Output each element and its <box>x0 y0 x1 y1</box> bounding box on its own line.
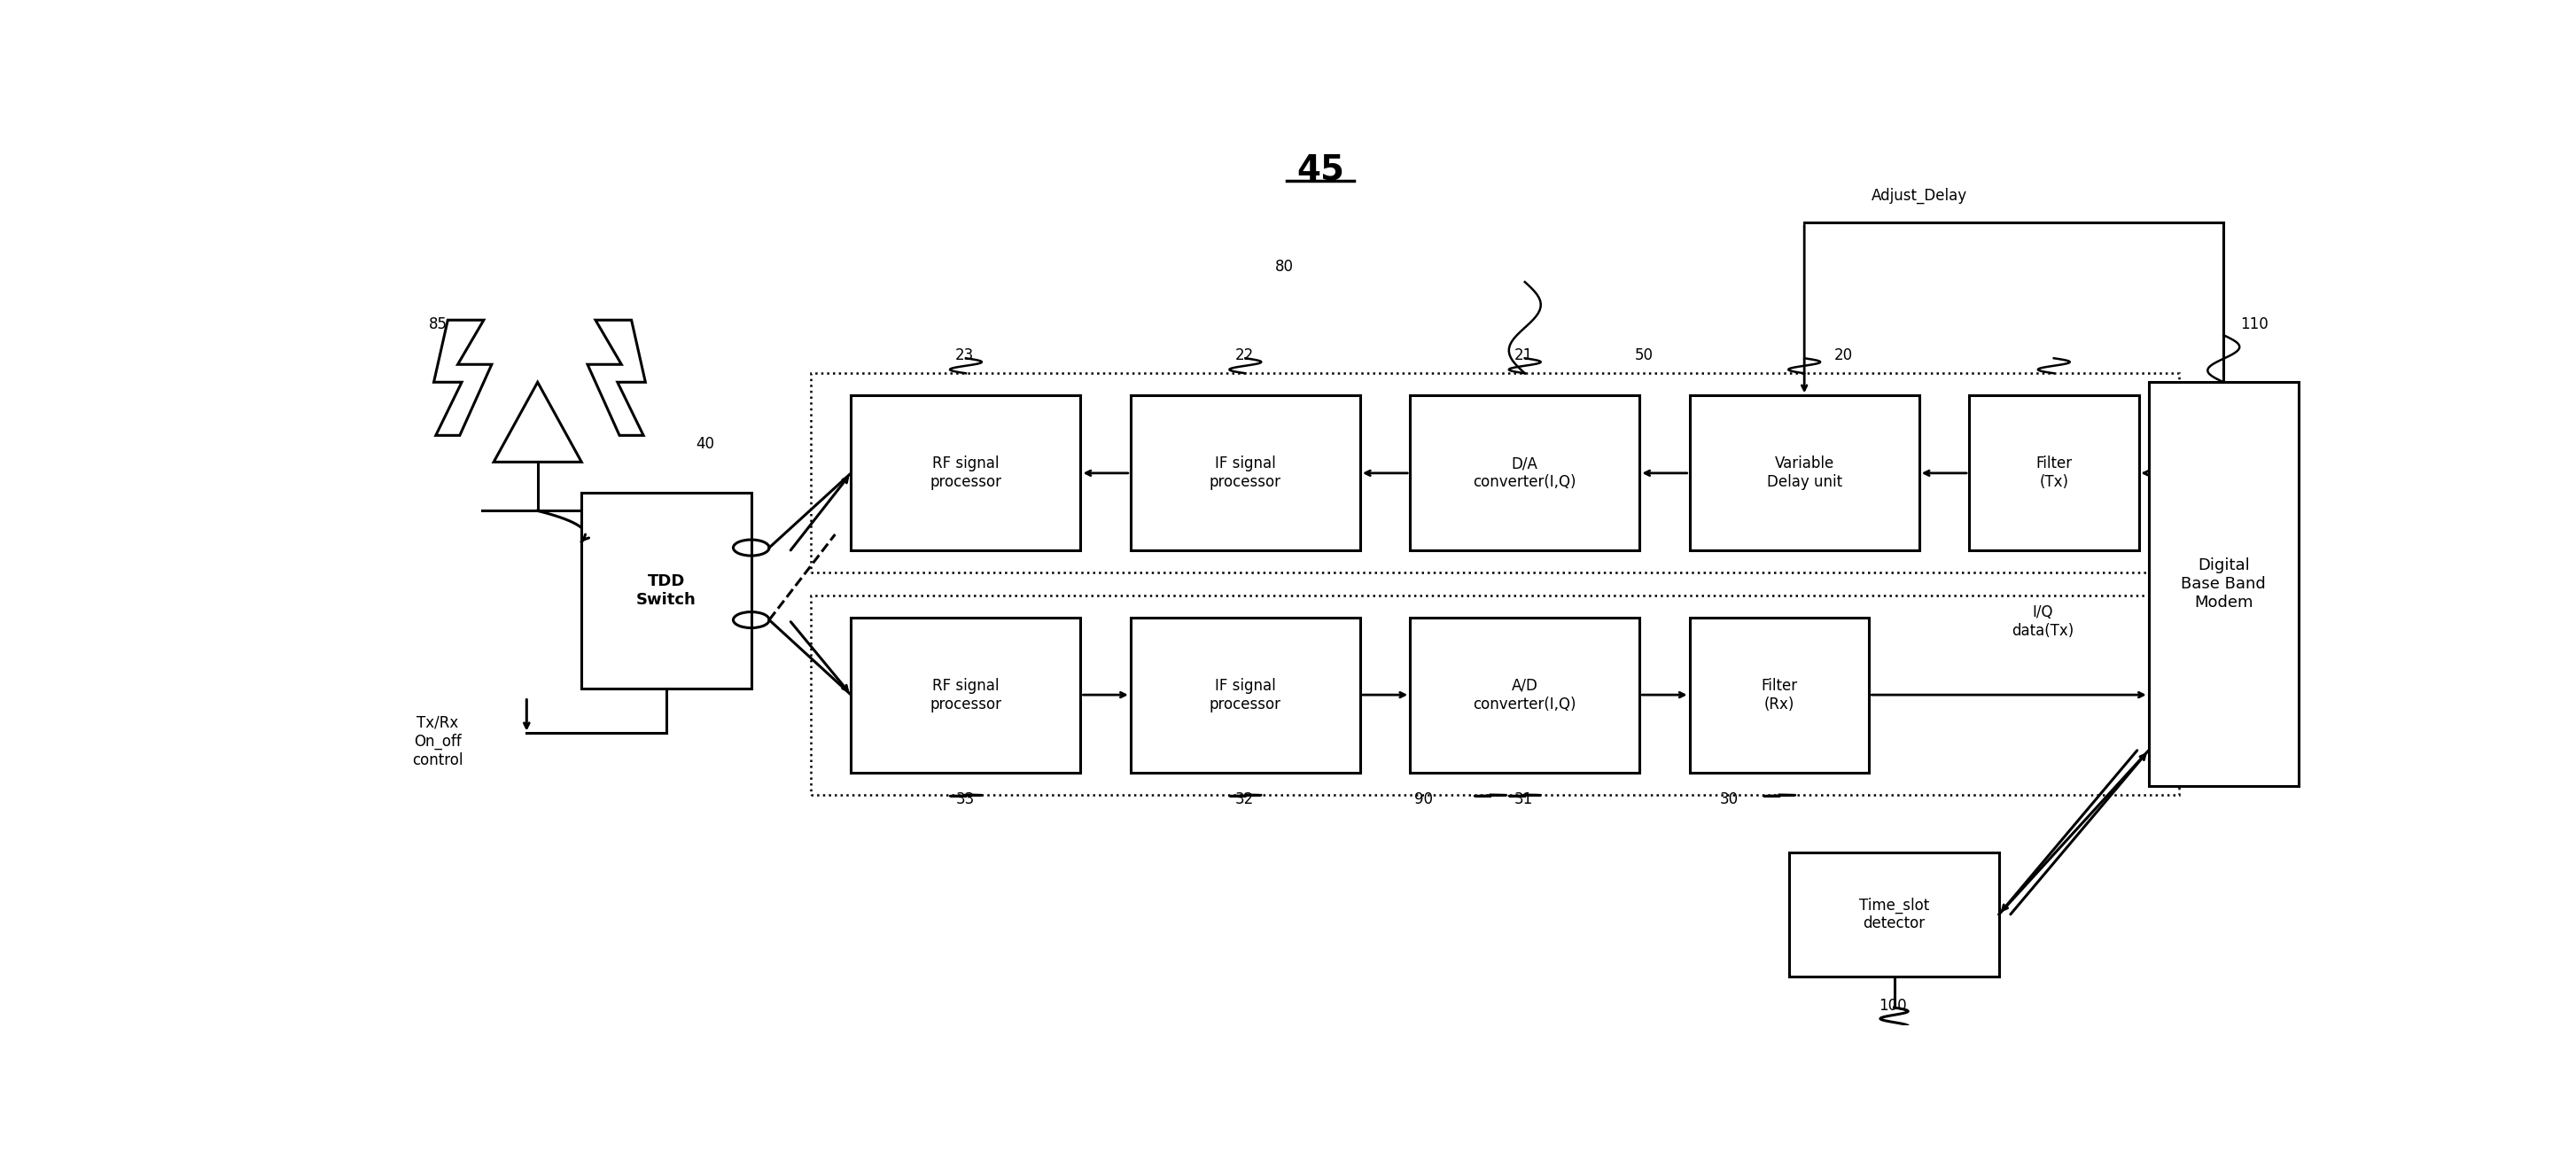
FancyBboxPatch shape <box>1131 617 1360 773</box>
Text: Filter
(Tx): Filter (Tx) <box>2035 456 2071 491</box>
FancyBboxPatch shape <box>1409 617 1641 773</box>
FancyBboxPatch shape <box>1968 395 2138 551</box>
Text: 100: 100 <box>1878 998 1906 1014</box>
Text: Digital
Base Band
Modem: Digital Base Band Modem <box>2182 558 2267 611</box>
Text: Adjust_Delay: Adjust_Delay <box>1870 188 1968 204</box>
FancyBboxPatch shape <box>582 493 752 688</box>
Text: 23: 23 <box>956 348 974 364</box>
Text: TDD
Switch: TDD Switch <box>636 574 696 608</box>
Text: 110: 110 <box>2241 317 2269 333</box>
Text: 20: 20 <box>1834 348 1852 364</box>
Text: 50: 50 <box>1633 348 1654 364</box>
FancyBboxPatch shape <box>1690 395 1919 551</box>
FancyBboxPatch shape <box>2148 382 2298 786</box>
Text: 30: 30 <box>1721 791 1739 808</box>
Text: 45: 45 <box>1296 152 1345 187</box>
Text: D/A
converter(I,Q): D/A converter(I,Q) <box>1473 456 1577 491</box>
Text: 90: 90 <box>1414 791 1432 808</box>
Text: A/D
converter(I,Q): A/D converter(I,Q) <box>1473 677 1577 712</box>
FancyBboxPatch shape <box>1131 395 1360 551</box>
Text: 33: 33 <box>956 791 974 808</box>
Text: 40: 40 <box>696 437 714 453</box>
Text: 32: 32 <box>1234 791 1255 808</box>
FancyBboxPatch shape <box>850 395 1082 551</box>
Text: 21: 21 <box>1515 348 1533 364</box>
FancyBboxPatch shape <box>1790 852 1999 977</box>
Text: Filter
(Rx): Filter (Rx) <box>1762 677 1798 712</box>
Text: IF signal
processor: IF signal processor <box>1211 677 1280 712</box>
Text: IF signal
processor: IF signal processor <box>1211 456 1280 491</box>
Text: 22: 22 <box>1234 348 1255 364</box>
Text: Tx/Rx
On_off
control: Tx/Rx On_off control <box>412 715 464 768</box>
Text: 80: 80 <box>1275 259 1293 275</box>
Text: I/Q
data(Tx): I/Q data(Tx) <box>2012 605 2074 639</box>
Text: RF signal
processor: RF signal processor <box>930 456 1002 491</box>
Text: 85: 85 <box>428 317 448 333</box>
FancyBboxPatch shape <box>1409 395 1641 551</box>
FancyBboxPatch shape <box>850 617 1082 773</box>
FancyBboxPatch shape <box>1690 617 1870 773</box>
Text: Time_slot
detector: Time_slot detector <box>1860 897 1929 932</box>
Text: 31: 31 <box>1515 791 1533 808</box>
Text: Variable
Delay unit: Variable Delay unit <box>1767 456 1842 491</box>
Text: RF signal
processor: RF signal processor <box>930 677 1002 712</box>
